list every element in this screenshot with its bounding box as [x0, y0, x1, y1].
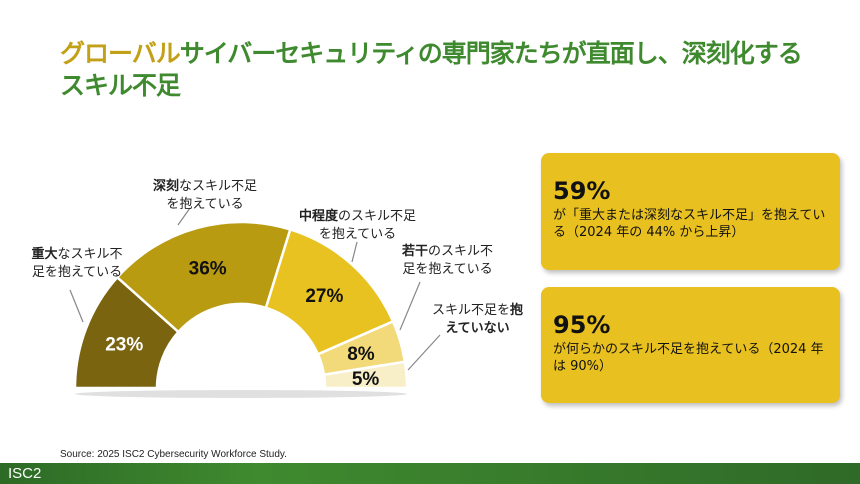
label-severe: 深刻なスキル不足 を抱えている: [152, 179, 258, 212]
data-label-4: 5%: [352, 369, 380, 390]
chart-shadow: [75, 390, 407, 398]
label-moderate: 中程度のスキル不足 を抱えている: [298, 209, 417, 242]
data-label-1: 36%: [189, 259, 227, 280]
slice-1: [115, 220, 292, 334]
stat-box-95: 95% が何らかのスキル不足を抱えている（2024 年は 90%）: [541, 287, 840, 403]
leader-line-3: [399, 281, 421, 331]
stat-value: 59%: [553, 177, 611, 205]
title-line2: スキル不足: [60, 71, 181, 100]
stat-value: 95%: [553, 311, 611, 339]
source-note: Source: 2025 ISC2 Cybersecurity Workforc…: [60, 449, 287, 460]
label-none: スキル不足を抱 えていない: [431, 303, 524, 336]
data-label-2: 27%: [305, 286, 343, 307]
label-major: 重大なスキル不 足を抱えている: [31, 247, 123, 280]
slice-4: [322, 360, 409, 390]
title-line1: サイバーセキュリティの専門家たちが直面し、深刻化する: [179, 39, 803, 68]
footer-bar: ISC2: [0, 463, 860, 484]
stat-text: が「重大または深刻なスキル不足」を抱えている（2024 年の 44% から上昇）: [553, 208, 826, 240]
leader-line-4: [407, 334, 441, 371]
leader-line-0: [69, 289, 84, 323]
data-label-3: 8%: [347, 344, 375, 365]
stat-text: が何らかのスキル不足を抱えている（2024 年は 90%）: [553, 342, 824, 374]
stat-box-59: 59% が「重大または深刻なスキル不足」を抱えている（2024 年の 44% か…: [541, 153, 840, 270]
label-slight: 若干のスキル不 足を抱えている: [401, 244, 494, 277]
title-highlight: グローバル: [60, 39, 181, 68]
isc2-logo: ISC2: [8, 465, 42, 482]
page-title: グローバルサイバーセキュリティの専門家たちが直面し、深刻化するスキル不足: [60, 38, 803, 102]
leader-line-2: [351, 241, 358, 263]
data-label-0: 23%: [105, 334, 143, 355]
leader-line-1: [177, 207, 191, 226]
